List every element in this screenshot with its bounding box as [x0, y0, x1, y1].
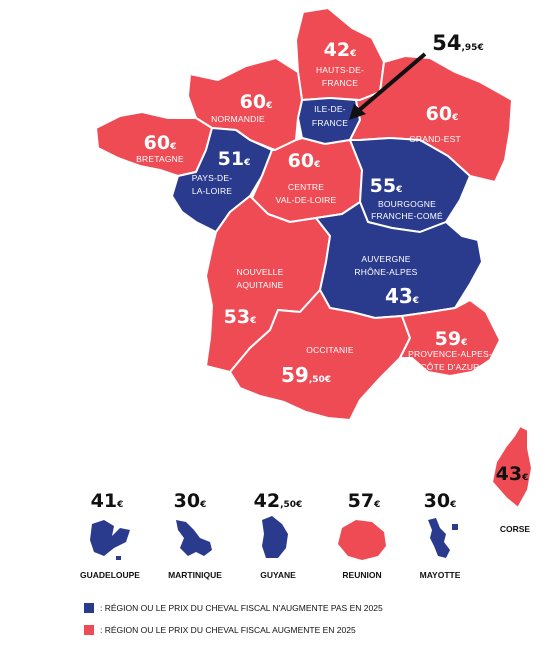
price-guyane: 42,50€ — [254, 490, 303, 512]
legend-no-increase: : RÉGION OU LE PRIX DU CHEVAL FISCAL N'A… — [84, 603, 383, 613]
label-pays-de-la-loire-2: LA-LOIRE — [192, 186, 232, 196]
shape-guyane — [262, 516, 288, 558]
label-centre-2: VAL-DE-LOIRE — [276, 195, 337, 205]
label-nouvelle-aquitaine-2: AQUITAINE — [237, 280, 284, 290]
label-bourgogne: BOURGOGNE — [378, 199, 436, 209]
price-mayotte: 30€ — [424, 490, 457, 512]
price-martinique: 30€ — [174, 490, 207, 512]
label-corse: CORSE — [500, 524, 531, 534]
label-ile-de-france: ILE-DE- — [314, 104, 346, 114]
label-occitanie: OCCITANIE — [306, 345, 354, 355]
label-auvergne: AUVERGNE — [361, 254, 410, 264]
legend-text-no-increase: : RÉGION OU LE PRIX DU CHEVAL FISCAL N'A… — [100, 603, 383, 613]
shape-guadeloupe — [90, 520, 130, 560]
price-hauts-de-france: 42€ — [324, 39, 357, 61]
shape-martinique — [176, 520, 212, 556]
price-occitanie: 59,50€ — [281, 363, 331, 387]
legend-increase: : RÉGION OU LE PRIX DU CHEVAL FISCAL AUG… — [84, 625, 356, 635]
label-paca: PROVENCE-ALPES- — [408, 349, 492, 359]
label-paca-2: CÔTE D'AZUR — [420, 362, 479, 372]
label-hauts-de-france: HAUTS-DE- — [316, 65, 364, 75]
price-normandie: 60€ — [240, 91, 273, 113]
price-paca: 59€ — [435, 328, 468, 350]
label-ile-de-france-2: FRANCE — [312, 118, 348, 128]
price-centre: 60€ — [288, 150, 321, 172]
price-bourgogne: 55€ — [370, 175, 403, 197]
price-auvergne: 43€ — [385, 284, 419, 308]
price-grand-est: 60€ — [426, 103, 459, 125]
label-normandie: NORMANDIE — [211, 114, 265, 124]
region-provence-alpes-cote-dazur[interactable] — [399, 299, 501, 377]
price-bretagne: 60€ — [144, 132, 177, 154]
label-bretagne: BRETAGNE — [136, 154, 184, 164]
label-guyane: GUYANE — [260, 570, 296, 580]
price-guadeloupe: 41€ — [91, 490, 124, 512]
label-martinique: MARTINIQUE — [168, 570, 222, 580]
arrow-line — [355, 52, 427, 114]
shape-reunion — [338, 520, 386, 560]
price-nouvelle-aquitaine: 53€ — [224, 306, 257, 328]
price-pays-de-la-loire: 51€ — [218, 148, 251, 170]
price-corse: 43€ — [496, 463, 529, 485]
legend-swatch-blue — [84, 603, 94, 613]
label-grand-est: GRAND-EST — [409, 134, 461, 144]
price-ile-de-france: 54,95€ — [432, 31, 483, 55]
label-bourgogne-2: FRANCHE-COMÉ — [371, 211, 443, 221]
legend-text-increase: : RÉGION OU LE PRIX DU CHEVAL FISCAL AUG… — [100, 625, 356, 635]
region-corse[interactable] — [491, 425, 533, 509]
label-hauts-de-france-2: FRANCE — [322, 78, 358, 88]
shape-mayotte — [428, 518, 458, 558]
label-nouvelle-aquitaine: NOUVELLE — [237, 267, 284, 277]
label-auvergne-2: RHÔNE-ALPES — [354, 267, 417, 277]
price-reunion: 57€ — [348, 490, 381, 512]
label-mayotte: MAYOTTE — [420, 570, 461, 580]
label-centre: CENTRE — [288, 182, 324, 192]
label-pays-de-la-loire: PAYS-DE- — [192, 173, 233, 183]
label-guadeloupe: GUADELOUPE — [80, 570, 140, 580]
arrow-head — [349, 104, 366, 120]
label-reunion: REUNION — [342, 570, 381, 580]
legend-swatch-red — [84, 625, 94, 635]
